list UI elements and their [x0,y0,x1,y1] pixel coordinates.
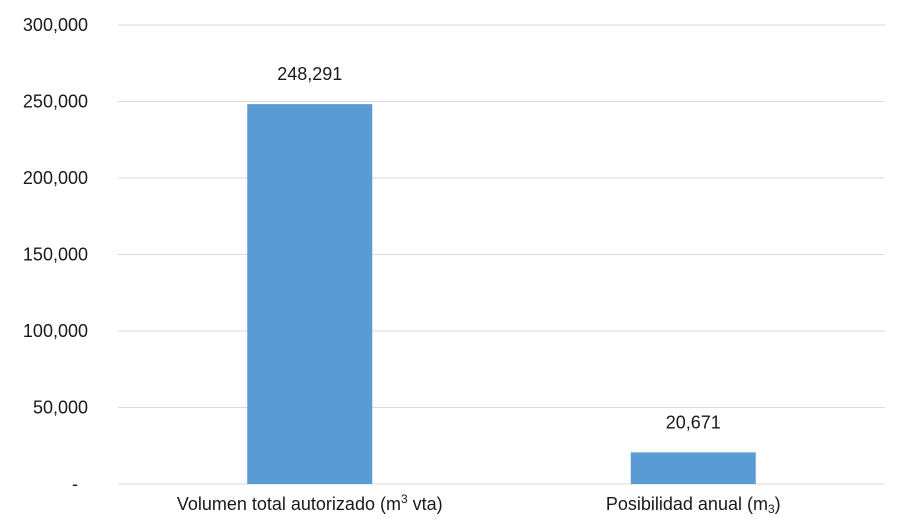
x-axis-categories: Volumen total autorizado (m3 vta) Posibil… [177,492,781,516]
data-labels: 248,291 20,671 [277,64,721,432]
y-tick-label: 200,000 [23,168,88,188]
bar [247,104,373,484]
y-tick-label: 50,000 [33,398,88,418]
gridlines [118,24,885,485]
y-tick-label: 100,000 [23,321,88,341]
y-tick-label: 300,000 [23,15,88,35]
y-axis-ticks: - 50,000 100,000 150,000 200,000 250,000 300,0… [23,15,88,494]
bars [247,104,756,484]
data-label: 248,291 [277,64,342,84]
y-tick-label: 250,000 [23,92,88,112]
x-category-label: Posibilidad anual (m3) [606,494,781,516]
y-tick-label: 150,000 [23,245,88,265]
bar [630,452,756,484]
x-category-label: Volumen total autorizado (m3 vta) [177,492,443,514]
y-tick-label: - [72,474,78,494]
data-label: 20,671 [666,412,721,432]
